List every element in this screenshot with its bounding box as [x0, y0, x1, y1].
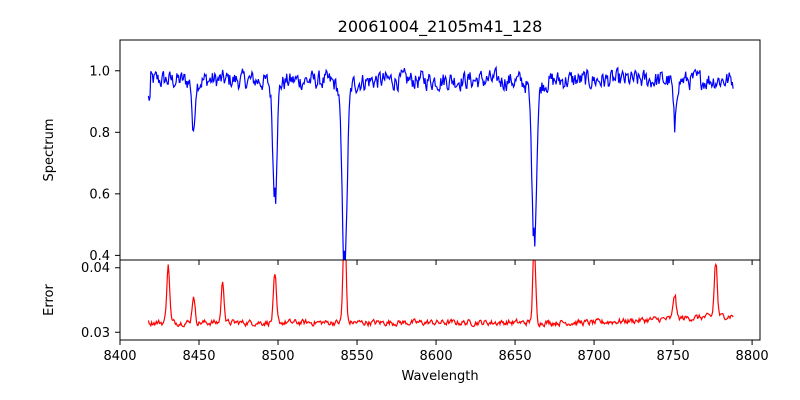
- error-x-ticks: 8400 8450 8500 8550 8600 8650 8700 8750 8800: [103, 340, 769, 364]
- spectrum-y-tick-label: 0.8: [89, 126, 110, 141]
- error-axes-frame: [119, 259, 761, 341]
- x-tick-label: 8550: [340, 349, 373, 364]
- spectrum-line: [147, 65, 734, 260]
- x-tick-label: 8800: [736, 349, 769, 364]
- x-axis-label: Wavelength: [401, 369, 478, 384]
- error-series: [147, 260, 734, 328]
- spectrum-y-tick-label: 1.0: [89, 64, 110, 79]
- x-tick-label: 8650: [499, 349, 532, 364]
- spectrum-axes-frame: [119, 39, 761, 261]
- error-line: [147, 260, 734, 328]
- spectrum-y-axis-label: Spectrum: [42, 119, 57, 182]
- x-tick-label: 8500: [261, 349, 294, 364]
- spectrum-y-tick-label: 0.6: [89, 187, 110, 202]
- error-y-ticks: 0.03 0.04: [81, 261, 120, 341]
- error-panel: 0.03 0.04 8400 8450 8500 8550 8600 8650 8700 875…: [42, 259, 769, 384]
- spectrum-y-tick-label: 0.4: [89, 249, 110, 264]
- x-tick-label: 8450: [182, 349, 215, 364]
- x-tick-label: 8750: [657, 349, 690, 364]
- x-tick-label: 8700: [578, 349, 611, 364]
- spectrum-panel: 0.4 0.6 0.8 1.0 Spectrum: [42, 39, 761, 265]
- spectrum-series: [147, 65, 734, 260]
- x-tick-label: 8600: [420, 349, 453, 364]
- error-y-tick-label: 0.03: [81, 326, 110, 341]
- error-y-axis-label: Error: [42, 284, 57, 316]
- chart-title: 20061004_2105m41_128: [338, 17, 543, 37]
- spectrum-y-ticks: 0.4 0.6 0.8 1.0: [89, 64, 753, 265]
- error-y-tick-label: 0.04: [81, 261, 110, 276]
- x-tick-label: 8400: [103, 349, 136, 364]
